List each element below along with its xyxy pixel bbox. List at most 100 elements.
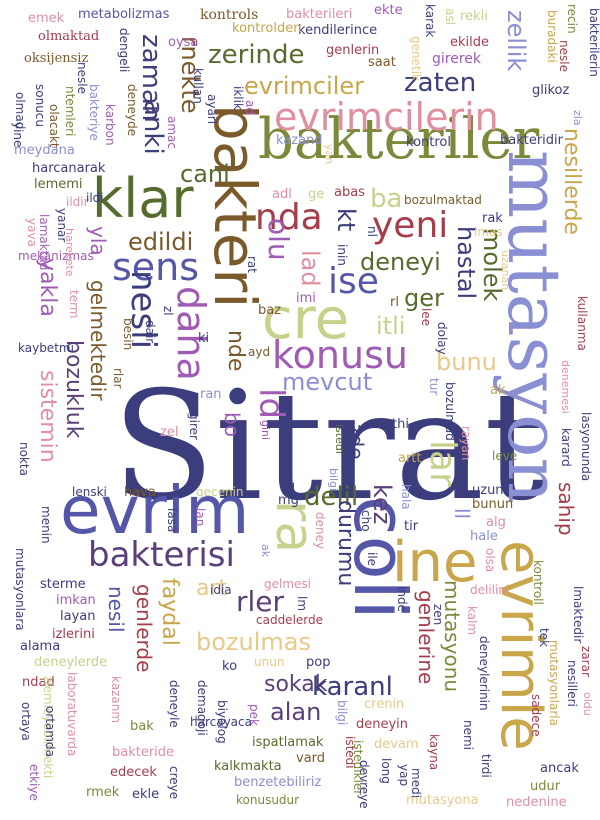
cloud-word: bakterileri	[286, 7, 353, 22]
cloud-word: ekle	[132, 787, 160, 802]
cloud-word: evrimciler	[244, 72, 365, 100]
cloud-word: bakteridir	[500, 133, 564, 148]
cloud-word: Sitrat	[112, 360, 545, 534]
cloud-word: ekte	[374, 3, 403, 18]
cloud-word: pop	[306, 655, 331, 670]
cloud-word: bakteri	[201, 104, 269, 309]
cloud-word: lan	[193, 508, 207, 527]
cloud-word: zde	[344, 424, 368, 460]
cloud-word: karbon	[103, 104, 117, 146]
cloud-word: glikoz	[532, 83, 570, 98]
cloud-word: istedi	[333, 424, 346, 454]
cloud-word: ko	[222, 659, 238, 674]
cloud-word: ad	[243, 100, 257, 115]
cloud-word: kendilerince	[298, 23, 378, 38]
cloud-word: lm	[295, 596, 309, 612]
cloud-word: yanar	[55, 208, 69, 243]
cloud-word: lmaktedir	[571, 586, 585, 644]
cloud-word: rnekte	[176, 36, 204, 114]
cloud-word: etkiye	[27, 764, 41, 801]
cloud-word: layan	[60, 609, 96, 624]
cloud-word: hava	[124, 485, 156, 500]
cloud-word: mutasyon	[492, 150, 576, 504]
cloud-word: sterme	[40, 577, 86, 592]
cloud-word: olu	[262, 218, 295, 261]
cloud-word: uzun	[472, 483, 504, 498]
cloud-word: evrimle	[488, 540, 553, 751]
cloud-word: konusudur	[236, 793, 300, 807]
cloud-word: nesilleri	[565, 660, 579, 707]
cloud-word: rekli	[460, 9, 488, 24]
cloud-word: alg	[486, 515, 506, 530]
cloud-word: sokak	[264, 672, 328, 697]
cloud-word: tirdi	[479, 754, 493, 778]
cloud-word: cho	[359, 510, 373, 532]
cloud-word: metabolizmas	[78, 7, 170, 22]
cloud-word: emek	[28, 11, 65, 26]
cloud-word: gelmesi	[264, 577, 311, 591]
cloud-word: zaman	[136, 34, 166, 122]
cloud-word: denemesi	[559, 360, 572, 414]
cloud-word: yap	[397, 764, 411, 787]
cloud-word: amac	[165, 116, 179, 149]
cloud-word: karak	[423, 4, 437, 38]
cloud-word: ba	[370, 184, 403, 214]
cloud-word: unun	[254, 655, 285, 669]
cloud-word: evrim	[60, 472, 250, 549]
cloud-word: genlerine	[414, 590, 438, 685]
cloud-word: kontrols	[200, 7, 259, 23]
cloud-word: meydana	[14, 143, 75, 158]
cloud-word: devam	[374, 737, 419, 752]
cloud-word: sadece	[529, 694, 543, 737]
cloud-word: nesle	[557, 40, 571, 72]
cloud-word: delilini	[470, 583, 510, 597]
cloud-word: creye	[167, 766, 181, 800]
cloud-word: kontroll	[531, 560, 545, 605]
cloud-word: recin	[565, 4, 579, 34]
cloud-word: kazand	[276, 133, 323, 148]
cloud-word: sahip	[554, 482, 578, 536]
cloud-word: alama	[20, 639, 61, 654]
cloud-word: oldu	[581, 692, 594, 716]
cloud-word: mutasyonlara	[13, 548, 27, 631]
cloud-word: zla	[571, 110, 584, 126]
cloud-word: nokta	[17, 442, 31, 476]
cloud-word: hale	[470, 529, 498, 544]
cloud-word: thi	[392, 417, 409, 432]
cloud-word: zerinde	[208, 40, 305, 70]
cloud-word: gelmektedir	[86, 280, 110, 401]
cloud-word: ntemleri	[63, 86, 77, 137]
cloud-word: ki	[198, 331, 210, 346]
cloud-word: zl	[161, 306, 175, 316]
cloud-word: canl	[180, 160, 230, 188]
cloud-word: deneylerde	[34, 655, 108, 670]
cloud-word: kullan	[191, 68, 205, 104]
cloud-word: yla	[86, 226, 110, 256]
cloud-word: imkan	[56, 593, 96, 608]
cloud-word: buradaki	[545, 10, 559, 63]
cloud-word: lee	[419, 308, 433, 327]
cloud-word: hala	[399, 484, 413, 510]
cloud-word: ortaya	[19, 702, 33, 741]
cloud-word: mutasyonu	[440, 580, 464, 693]
cloud-word: nda	[255, 197, 323, 238]
cloud-word: genetik	[409, 36, 423, 81]
cloud-word: iklik	[231, 86, 245, 110]
cloud-word: kalkmakta	[214, 759, 282, 774]
cloud-word: lasyonunda	[579, 412, 593, 482]
cloud-word: karard	[559, 428, 573, 467]
cloud-word: tek	[537, 628, 551, 648]
cloud-word: bilgi	[335, 700, 349, 726]
cloud-word: yava	[25, 218, 39, 247]
cloud-word: alan	[270, 698, 322, 726]
cloud-word: olacakt	[47, 104, 61, 148]
cloud-word: besin	[121, 318, 135, 351]
cloud-word: ayarl	[205, 94, 219, 125]
cloud-word: oksijensiz	[24, 51, 89, 66]
cloud-word: bozulmaktad	[404, 193, 482, 207]
cloud-word: deney	[313, 512, 327, 550]
cloud-word: yine	[11, 122, 25, 148]
cloud-word: deneyle	[167, 680, 181, 728]
cloud-word: zarar	[579, 646, 593, 677]
cloud-word: kalm	[465, 606, 479, 636]
